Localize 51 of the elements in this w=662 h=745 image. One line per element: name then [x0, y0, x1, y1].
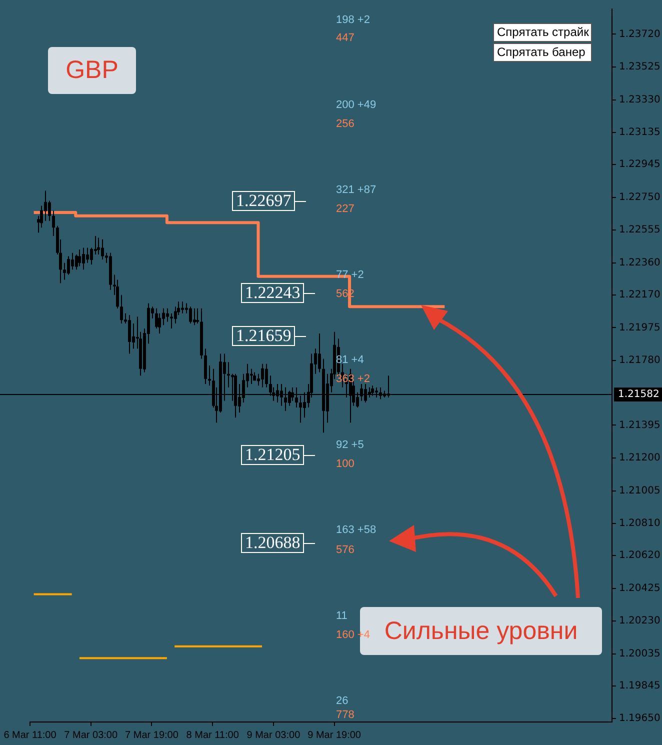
y-tick-label: 1.21780 [619, 355, 660, 366]
annotation: 321 +87 [336, 184, 376, 196]
y-tick-label: 1.23135 [619, 127, 660, 138]
annotation: 363 +2 [336, 373, 370, 385]
y-tick-label: 1.22170 [619, 289, 660, 300]
y-tick-label: 1.20620 [619, 550, 660, 562]
annotation: 256 [336, 118, 354, 130]
y-tick-label: 1.21395 [619, 420, 660, 431]
ref-line-label: 1.21582 [618, 389, 660, 400]
y-tick-label: 1.23330 [619, 94, 660, 106]
y-tick-label: 1.22555 [619, 224, 660, 236]
y-tick-label: 1.20035 [619, 648, 660, 660]
y-tick-label: 1.21005 [619, 485, 660, 496]
annotation: Сильные уровни [384, 616, 578, 644]
annotation: 1.20688 [241, 533, 304, 553]
y-tick-label: 1.19650 [619, 713, 660, 724]
y-tick-label: 1.19845 [619, 680, 660, 692]
y-tick-label: 1.21975 [619, 322, 660, 334]
y-tick-label: 1.20810 [619, 518, 660, 530]
annotation: 92 +5 [336, 439, 364, 451]
annotation: 11 [336, 610, 348, 622]
annotation: 778 [336, 709, 354, 721]
annotation: 576 [336, 544, 354, 556]
y-tick-label: 1.23525 [619, 62, 660, 73]
annotation: 163 +58 [336, 524, 376, 536]
y-tick-label: 1.22945 [619, 159, 660, 170]
y-tick-label: 1.20425 [619, 582, 660, 594]
annotation: 1.21205 [241, 445, 304, 465]
annotation: 198 +2 [336, 14, 370, 26]
annotation: 447 [336, 32, 354, 44]
x-tick-label: 7 Mar 19:00 [125, 730, 179, 741]
annotation: Спрятать банер [493, 43, 592, 62]
x-tick-label: 9 Mar 03:00 [246, 730, 301, 741]
x-tick-label: 6 Mar 11:00 [4, 730, 57, 741]
annotation: 227 [336, 203, 354, 215]
y-tick-label: 1.21200 [619, 452, 660, 464]
annotation: GBP [48, 47, 136, 94]
annotation: Спрятать страйк [493, 23, 592, 42]
annotation: 1.22697 [232, 191, 296, 211]
x-tick-label: 8 Mar 11:00 [186, 730, 240, 741]
y-tick-label: 1.20230 [619, 616, 660, 627]
annotation: 26 [336, 695, 348, 707]
annotation: 1.21659 [232, 326, 296, 346]
y-tick-label: 1.23720 [619, 28, 660, 40]
y-tick-label: 1.22360 [619, 258, 660, 269]
y-tick-label: 1.22750 [619, 192, 660, 203]
annotation: 100 [336, 458, 354, 470]
annotation: 1.22243 [241, 283, 304, 303]
x-tick-label: 9 Mar 19:00 [308, 730, 362, 741]
x-tick-label: 7 Mar 03:00 [64, 730, 118, 741]
annotation: 200 +49 [336, 99, 376, 111]
